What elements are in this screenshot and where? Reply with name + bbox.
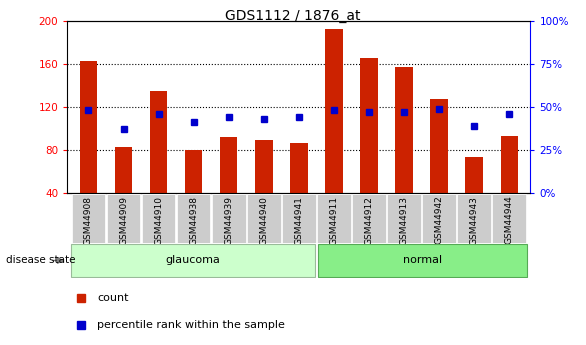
Bar — [325, 29, 343, 193]
FancyBboxPatch shape — [458, 194, 491, 243]
Bar — [150, 91, 168, 193]
Bar — [185, 150, 202, 193]
Text: GSM44943: GSM44943 — [470, 196, 479, 245]
FancyBboxPatch shape — [177, 194, 210, 243]
Text: normal: normal — [403, 256, 442, 265]
FancyBboxPatch shape — [317, 194, 351, 243]
FancyBboxPatch shape — [212, 194, 246, 243]
Bar — [500, 136, 518, 193]
FancyBboxPatch shape — [352, 194, 386, 243]
Text: GSM44909: GSM44909 — [119, 196, 128, 245]
Text: disease state: disease state — [6, 256, 76, 265]
FancyBboxPatch shape — [107, 194, 140, 243]
Text: count: count — [97, 293, 129, 303]
Bar — [290, 142, 308, 193]
Text: GSM44908: GSM44908 — [84, 196, 93, 245]
Text: GSM44938: GSM44938 — [189, 196, 198, 245]
Bar — [71, 244, 315, 277]
Text: GSM44941: GSM44941 — [294, 196, 304, 245]
Text: GSM44940: GSM44940 — [259, 196, 268, 245]
Bar — [430, 99, 448, 193]
Bar — [115, 147, 132, 193]
Text: glaucoma: glaucoma — [165, 256, 220, 265]
FancyBboxPatch shape — [387, 194, 421, 243]
Bar — [220, 137, 237, 193]
FancyBboxPatch shape — [492, 194, 526, 243]
Text: GSM44944: GSM44944 — [505, 196, 514, 245]
Text: GSM44910: GSM44910 — [154, 196, 163, 245]
Bar — [255, 140, 272, 193]
Text: GDS1112 / 1876_at: GDS1112 / 1876_at — [225, 9, 361, 23]
FancyBboxPatch shape — [71, 194, 105, 243]
Text: GSM44942: GSM44942 — [435, 196, 444, 245]
Text: GSM44939: GSM44939 — [224, 196, 233, 245]
FancyBboxPatch shape — [282, 194, 316, 243]
FancyBboxPatch shape — [423, 194, 456, 243]
Bar — [396, 67, 413, 193]
Bar — [465, 157, 483, 193]
FancyBboxPatch shape — [142, 194, 175, 243]
FancyBboxPatch shape — [247, 194, 281, 243]
Bar — [80, 61, 97, 193]
Bar — [360, 58, 378, 193]
Text: percentile rank within the sample: percentile rank within the sample — [97, 320, 285, 329]
Text: GSM44912: GSM44912 — [364, 196, 373, 245]
Bar — [318, 244, 527, 277]
Text: GSM44911: GSM44911 — [329, 196, 339, 245]
Text: GSM44913: GSM44913 — [400, 196, 408, 245]
